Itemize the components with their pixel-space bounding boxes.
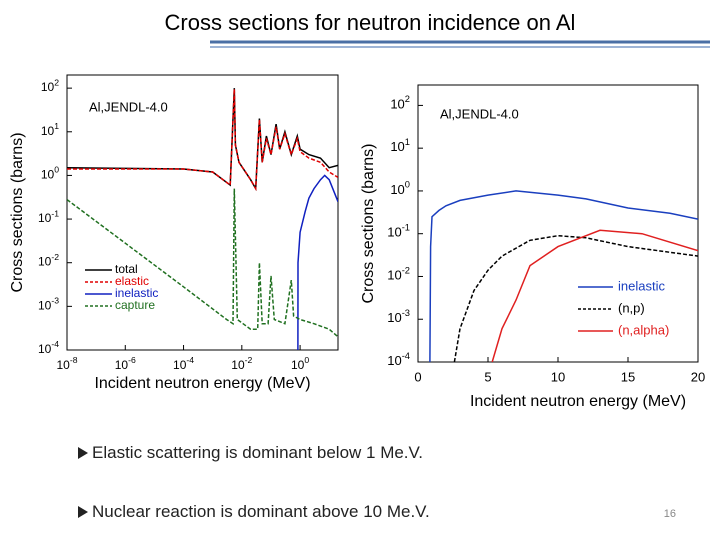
tick-label: 0	[414, 369, 421, 384]
slide-title: Cross sections for neutron incidence on …	[165, 10, 576, 35]
series-line	[491, 229, 698, 362]
y-axis-label: Cross sections (barns)	[9, 132, 26, 292]
tick-label: 15	[621, 369, 635, 384]
tick-label: 10-2	[231, 355, 252, 372]
tick-label: 102	[41, 78, 59, 95]
tick-label: 102	[390, 95, 410, 112]
series-line	[429, 190, 698, 362]
page-number: 16	[664, 508, 676, 520]
legend-label: (n,alpha)	[618, 322, 669, 337]
tick-label: 101	[390, 137, 410, 154]
tick-label: 10-4	[387, 351, 410, 368]
series-line	[297, 174, 338, 350]
legend-label: (n,p)	[618, 300, 645, 315]
tick-label: 10-2	[38, 252, 59, 269]
tick-label: 10-8	[56, 355, 77, 372]
series-line	[67, 89, 338, 192]
bullet: Nuclear reaction is dominant above 10 Me…	[78, 502, 430, 522]
legend-label: elastic	[115, 274, 149, 288]
tick-label: 100	[291, 355, 309, 372]
chart: Incident neutron energy (MeV) Cross secti…	[9, 74, 339, 392]
tick-label: 100	[41, 165, 59, 182]
tick-label: 20	[691, 369, 705, 384]
tick-label: 10-3	[38, 296, 59, 313]
series-line	[453, 234, 698, 362]
bullet: Elastic scattering is dominant below 1 M…	[78, 443, 423, 463]
legend-label: inelastic	[618, 278, 665, 293]
legend-label: capture	[115, 298, 155, 312]
tick-label: 10-1	[387, 223, 410, 240]
tick-label: 10-4	[38, 339, 59, 356]
x-axis-label: Incident neutron energy (MeV)	[94, 375, 310, 392]
tick-label: 5	[484, 369, 491, 384]
tick-label: 10-6	[115, 355, 136, 372]
legend-label: inelastic	[115, 286, 158, 300]
y-axis-label: Cross sections (barns)	[360, 143, 377, 303]
tick-label: 10-2	[387, 266, 410, 283]
series-line	[67, 188, 338, 338]
tick-label: 10-4	[173, 355, 194, 372]
tick-label: 101	[41, 121, 59, 138]
tick-label: 10-3	[387, 309, 410, 326]
annotation: Al,JENDL-4.0	[89, 99, 168, 114]
tick-label: 10-1	[38, 209, 59, 226]
annotation: Al,JENDL-4.0	[440, 106, 519, 121]
tick-label: 100	[390, 180, 410, 197]
x-axis-label: Incident neutron energy (MeV)	[470, 393, 686, 410]
chart: Incident neutron energy (MeV) Cross secti…	[360, 84, 699, 410]
tick-label: 10	[551, 369, 565, 384]
legend-label: total	[115, 262, 138, 276]
plot-frame	[417, 84, 699, 363]
